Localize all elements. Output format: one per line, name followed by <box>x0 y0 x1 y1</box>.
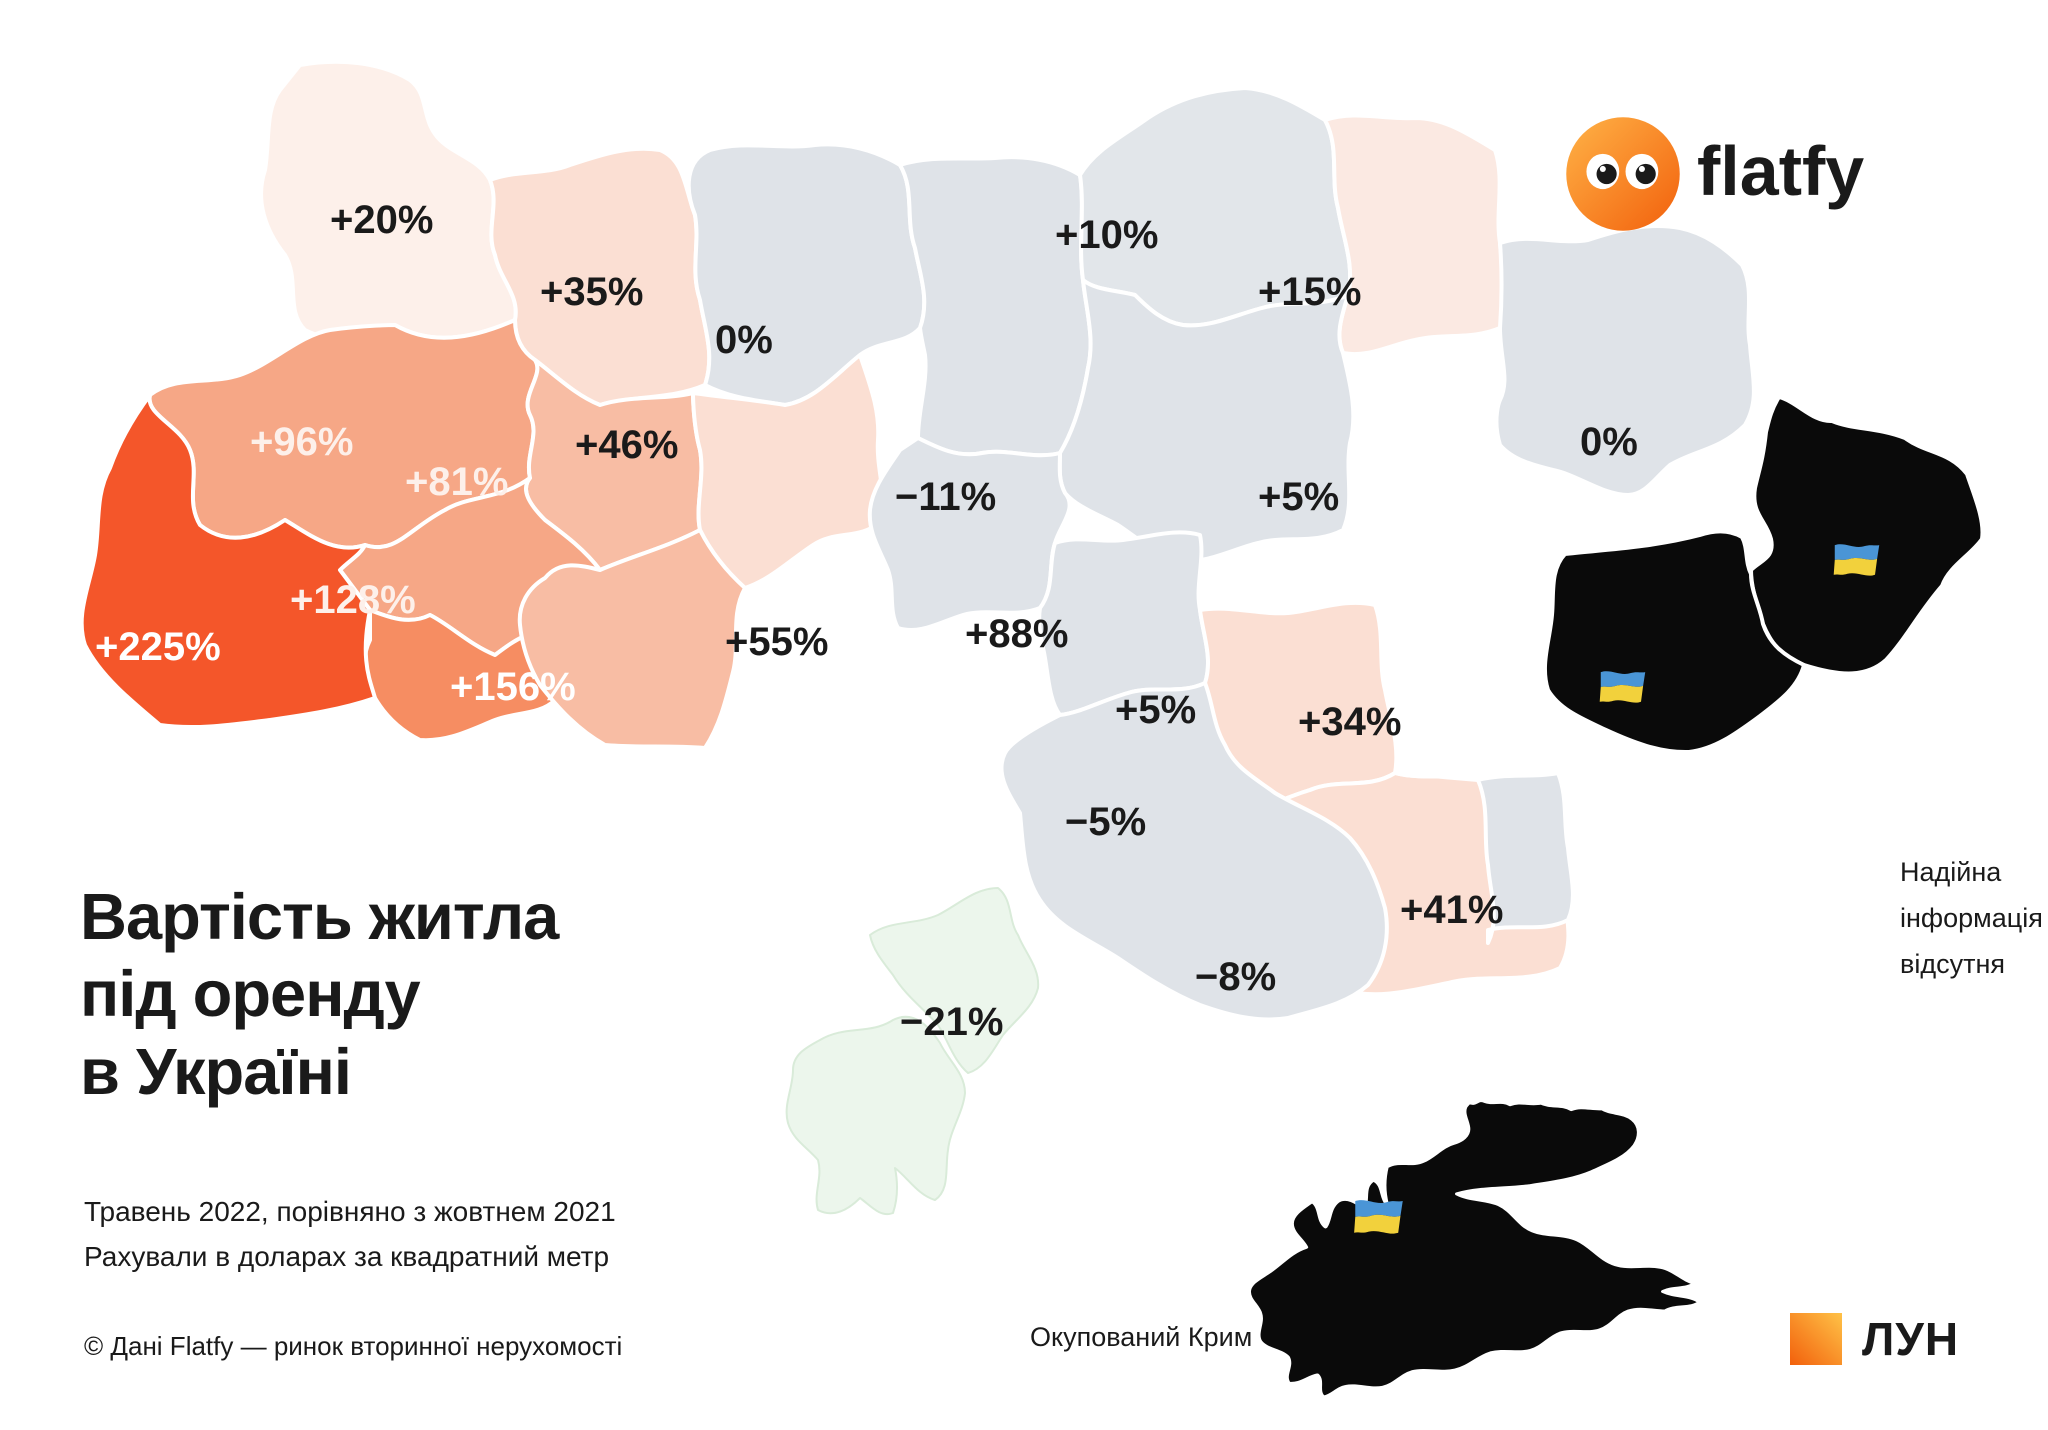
svg-text:flatfy: flatfy <box>1697 132 1864 210</box>
